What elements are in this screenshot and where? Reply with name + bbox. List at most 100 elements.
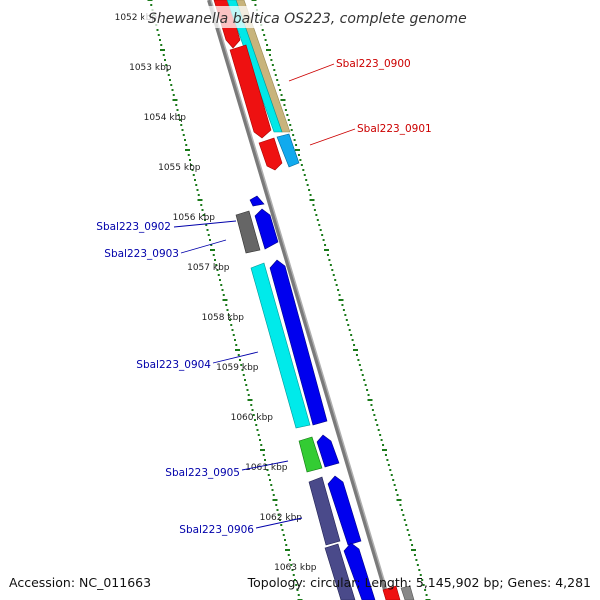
tick-mark xyxy=(395,489,398,491)
tick-mark xyxy=(214,259,216,261)
tick-mark xyxy=(252,414,255,416)
gene-sbal223-0904-blue[interactable] xyxy=(269,259,328,426)
tick-mark xyxy=(157,34,160,36)
tick-mark xyxy=(299,159,302,161)
tick-mark xyxy=(271,489,274,491)
tick-mark xyxy=(266,469,269,471)
tick-mark xyxy=(353,344,356,346)
tick-mark xyxy=(312,204,315,206)
tick-mark xyxy=(271,64,274,66)
tick-mark xyxy=(268,54,271,56)
tick-mark xyxy=(263,34,266,36)
tick-mark xyxy=(400,509,403,511)
tick-mark xyxy=(150,4,153,6)
tick-mark xyxy=(210,244,213,246)
gene-bottom-red[interactable] xyxy=(382,585,401,600)
tick-mark xyxy=(373,414,376,416)
tick-mark xyxy=(324,244,327,246)
tick-mark xyxy=(322,239,325,241)
tick-mark xyxy=(295,144,298,146)
tick-mark xyxy=(379,434,382,436)
tick-mark xyxy=(189,159,191,161)
gene-label-sbal223-0905[interactable]: Sbal223_0905 xyxy=(165,467,240,479)
tick-mark xyxy=(181,129,184,131)
kbp-tick-label: 1056 kbp xyxy=(173,213,216,223)
tick-mark xyxy=(260,444,263,446)
tick-mark xyxy=(287,119,290,121)
tick-mark xyxy=(291,569,294,571)
tick-mark xyxy=(300,164,303,166)
tick-mark xyxy=(370,404,373,406)
tick-mark xyxy=(415,559,418,561)
genome-backbone-highlight xyxy=(210,0,391,600)
tick-mark xyxy=(205,224,208,226)
tick-mark xyxy=(405,524,408,526)
tick-mark xyxy=(212,254,215,256)
tick-mark xyxy=(293,139,296,141)
gene-sbal223-0906-blue[interactable] xyxy=(327,475,362,546)
tick-mark xyxy=(361,374,364,376)
tick-mark xyxy=(348,329,351,331)
tick-mark xyxy=(160,44,163,46)
tick-mark xyxy=(344,314,347,316)
gene-sbal223-0900[interactable] xyxy=(229,44,272,139)
gene-sbal223-0907[interactable] xyxy=(324,543,356,600)
tick-mark xyxy=(191,169,194,171)
gene-sbal223-0906[interactable] xyxy=(308,476,341,546)
tick-mark xyxy=(280,94,283,96)
gene-sbal223-0901-sky[interactable] xyxy=(276,133,300,168)
tick-mark xyxy=(245,384,248,386)
tick-mark xyxy=(422,584,425,586)
tick-mark xyxy=(309,194,312,196)
gene-sbal223-0904[interactable] xyxy=(250,262,311,429)
tick-mark xyxy=(232,334,235,336)
tick-mark xyxy=(201,209,204,211)
tick-mark xyxy=(316,219,319,221)
tick-mark xyxy=(182,134,185,136)
tick-mark xyxy=(360,369,363,371)
gene-sbal223-0905-blue[interactable] xyxy=(316,434,340,468)
gene-label-sbal223-0903[interactable]: Sbal223_0903 xyxy=(104,248,179,260)
tick-mark xyxy=(335,284,338,286)
gene-label-sbal223-0904[interactable]: Sbal223_0904 xyxy=(136,359,211,371)
gene-sbal223-0905[interactable] xyxy=(298,436,323,473)
gene-label-sbal223-0901[interactable]: Sbal223_0901 xyxy=(357,123,432,135)
tick-mark xyxy=(338,294,341,296)
tick-mark xyxy=(324,249,329,251)
topology-text: Topology: circular; Length: 5,145,902 bp… xyxy=(247,575,591,590)
gene-label-sbal223-0906[interactable]: Sbal223_0906 xyxy=(179,524,254,536)
gene-small-blue[interactable] xyxy=(249,195,265,207)
gene-label-sbal223-0902[interactable]: Sbal223_0902 xyxy=(96,221,171,233)
tick-mark xyxy=(399,504,402,506)
tick-mark xyxy=(256,429,259,431)
tick-mark xyxy=(289,124,292,126)
tick-mark xyxy=(237,354,240,356)
tick-mark xyxy=(308,189,311,191)
tick-mark xyxy=(260,449,265,451)
tick-mark xyxy=(187,154,190,156)
tick-mark xyxy=(221,289,224,291)
tick-mark xyxy=(279,519,281,521)
tick-mark xyxy=(347,324,350,326)
gene-callouts: Sbal223_0900 Sbal223_0901 Sbal223_0902 S… xyxy=(96,58,431,536)
gene-sbal223-0907-blue[interactable] xyxy=(343,542,376,600)
gene-sbal223-0901-red[interactable] xyxy=(258,137,283,171)
tick-mark xyxy=(282,534,285,536)
tick-mark xyxy=(270,484,273,486)
gene-sbal223-0902-blue[interactable] xyxy=(254,208,279,250)
tick-mark xyxy=(219,279,221,281)
tick-mark xyxy=(196,189,199,191)
gene-bottom-gray[interactable] xyxy=(400,585,415,600)
gene-sbal223-0902[interactable] xyxy=(235,210,261,254)
tick-mark xyxy=(220,284,223,286)
tick-mark xyxy=(226,309,229,311)
tick-mark xyxy=(321,234,324,236)
tick-mark xyxy=(167,74,170,76)
callout-line-0902 xyxy=(173,220,237,228)
tick-mark xyxy=(286,114,289,116)
tick-mark xyxy=(294,579,296,581)
tick-mark xyxy=(390,474,393,476)
genome-backbone xyxy=(207,0,390,600)
gene-label-sbal223-0900[interactable]: Sbal223_0900 xyxy=(336,58,411,70)
